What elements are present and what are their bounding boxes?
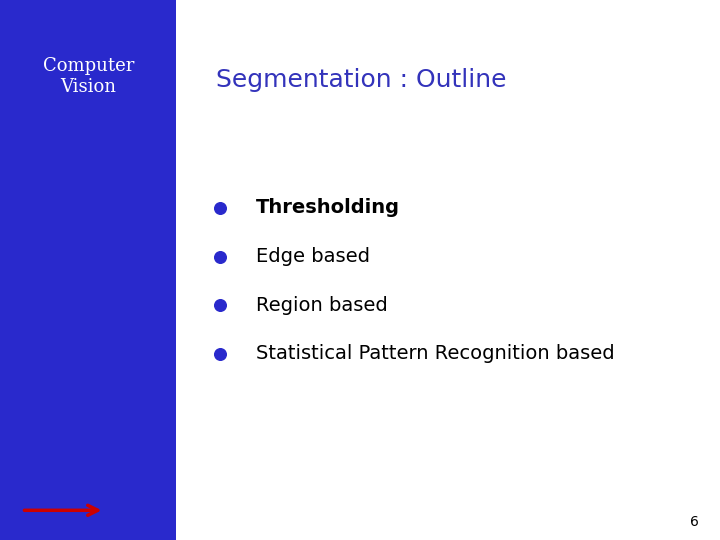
Text: Computer
Vision: Computer Vision [42, 57, 134, 96]
Point [214, 252, 225, 261]
Text: Segmentation : Outline: Segmentation : Outline [216, 68, 506, 91]
Text: 6: 6 [690, 515, 698, 529]
Point [214, 204, 225, 212]
Point [214, 301, 225, 309]
Text: Edge based: Edge based [256, 247, 369, 266]
Text: Thresholding: Thresholding [256, 198, 400, 218]
FancyBboxPatch shape [0, 0, 176, 540]
Point [214, 349, 225, 358]
Text: Statistical Pattern Recognition based: Statistical Pattern Recognition based [256, 344, 614, 363]
Text: Region based: Region based [256, 295, 387, 315]
